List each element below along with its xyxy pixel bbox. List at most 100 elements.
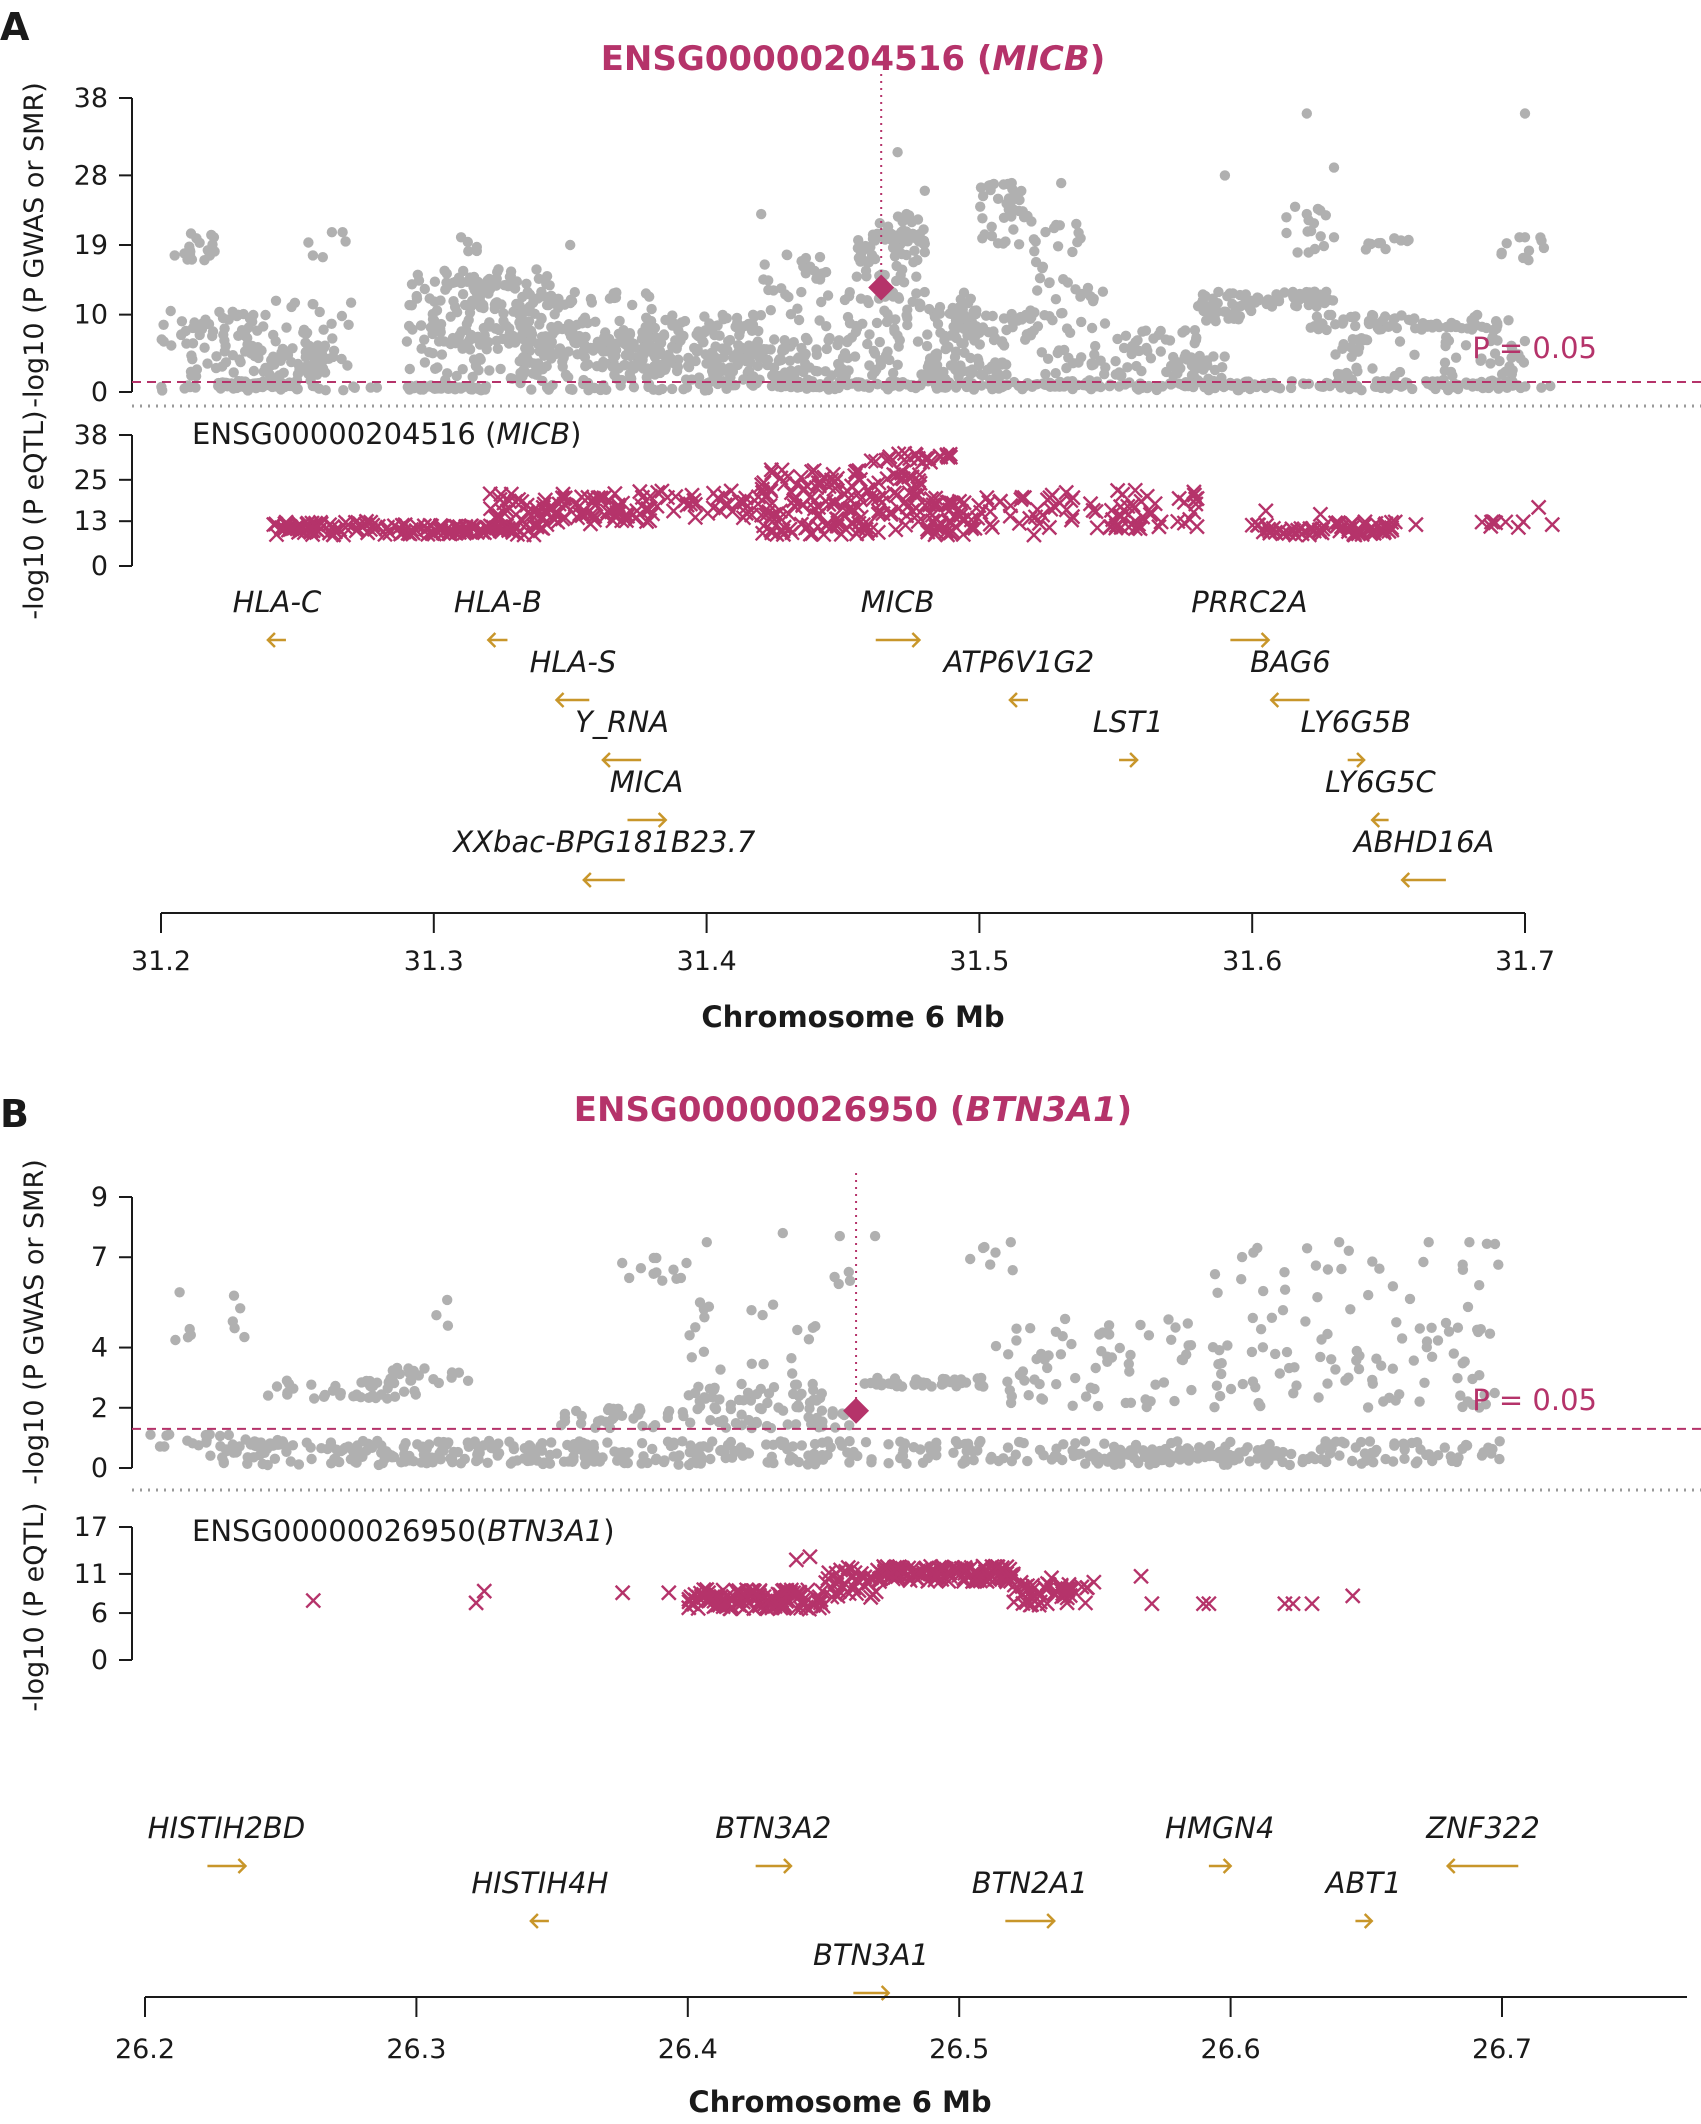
- gwas-point: [761, 1439, 772, 1450]
- gwas-point: [1484, 1328, 1496, 1339]
- gwas-point: [1209, 1269, 1221, 1280]
- gwas-point: [1158, 1377, 1170, 1388]
- gwas-point: [767, 1299, 779, 1310]
- eqtl-point: [924, 512, 941, 529]
- gwas-point: [498, 308, 509, 319]
- gwas-point: [1114, 1342, 1126, 1354]
- gwas-point: [1005, 1397, 1017, 1409]
- gwas-point: [591, 361, 603, 372]
- gwas-point: [869, 348, 881, 359]
- gwas-point: [844, 1457, 855, 1468]
- gwas-point: [635, 1263, 647, 1274]
- gwas-point: [1334, 1237, 1345, 1248]
- gwas-point: [792, 1324, 803, 1336]
- gwas-point: [725, 1436, 737, 1448]
- gwas-point: [388, 1377, 400, 1389]
- strand-arrow: [582, 872, 592, 888]
- gwas-point: [1032, 285, 1043, 296]
- y-tick-label: 0: [91, 551, 108, 582]
- eqtl-point: [1289, 522, 1306, 539]
- gwas-point: [1496, 247, 1507, 258]
- gwas-point: [1025, 330, 1037, 341]
- gwas-point: [1123, 1358, 1135, 1370]
- gwas-point: [156, 381, 167, 393]
- gwas-point: [768, 1382, 780, 1393]
- gwas-point: [617, 1257, 628, 1269]
- gwas-point: [336, 310, 348, 322]
- gwas-point: [1406, 315, 1417, 326]
- smr-diamond: [868, 274, 895, 301]
- gwas-point: [974, 359, 985, 370]
- gwas-point: [204, 250, 215, 261]
- gwas-point: [1390, 1395, 1401, 1406]
- gwas-point: [1209, 313, 1221, 324]
- gene-micb: MICB: [861, 585, 934, 648]
- gwas-point: [1375, 237, 1387, 249]
- gwas-point: [701, 1237, 712, 1248]
- gwas-point: [1087, 296, 1099, 307]
- gwas-point: [1400, 377, 1411, 388]
- gwas-point: [1408, 1355, 1420, 1366]
- gwas-point: [492, 1450, 503, 1461]
- gwas-point: [1099, 369, 1110, 380]
- panel-a-x-label: Chromosome 6 Mb: [701, 1000, 1004, 1034]
- gwas-point: [1322, 1264, 1334, 1275]
- eqtl-point: [1132, 520, 1148, 537]
- gwas-point: [780, 289, 791, 300]
- gwas-point: [887, 380, 899, 391]
- gwas-point: [1246, 1346, 1258, 1358]
- gwas-point: [671, 343, 682, 354]
- x-tick-label: 26.4: [658, 2034, 718, 2065]
- eqtl-point: [1171, 490, 1187, 507]
- gwas-point: [184, 249, 196, 261]
- gwas-point: [958, 308, 969, 319]
- eqtl-point: [1011, 515, 1028, 532]
- eqtl-point: [847, 467, 863, 484]
- gwas-point: [972, 1373, 983, 1384]
- gwas-point: [432, 362, 443, 373]
- gwas-point: [576, 318, 588, 329]
- strand-arrow: [529, 1913, 539, 1929]
- gwas-point: [1073, 1449, 1084, 1460]
- x-tick-label: 31.3: [404, 946, 464, 977]
- gwas-point: [389, 1391, 401, 1402]
- gwas-point: [441, 268, 452, 279]
- eqtl-point: [299, 516, 315, 533]
- eqtl-point: [304, 526, 321, 543]
- gwas-point: [297, 364, 308, 376]
- strand-arrow: [554, 692, 565, 708]
- gwas-point: [240, 1434, 251, 1445]
- gwas-point: [658, 1456, 670, 1468]
- eqtl-point: [873, 494, 890, 511]
- gwas-point: [644, 291, 655, 302]
- gwas-point: [435, 1454, 446, 1465]
- gwas-point: [1409, 349, 1420, 360]
- gwas-point: [736, 1378, 747, 1390]
- gwas-point: [1355, 1436, 1367, 1448]
- eqtl-point: [557, 490, 574, 506]
- gwas-point: [306, 1453, 317, 1465]
- gwas-point: [303, 237, 314, 248]
- gwas-point: [1013, 1436, 1025, 1448]
- gwas-point: [1394, 336, 1406, 347]
- panel-label-a: A: [0, 5, 30, 49]
- gwas-point: [1389, 313, 1401, 324]
- eqtl-point: [1544, 516, 1561, 533]
- strand-arrow: [657, 812, 668, 828]
- gwas-point: [986, 221, 997, 232]
- eqtl-point: [942, 449, 959, 465]
- gwas-point: [623, 1447, 634, 1458]
- gwas-point: [524, 1440, 535, 1451]
- eqtl-point: [1483, 514, 1500, 530]
- gwas-point: [884, 230, 895, 241]
- gwas-point: [470, 360, 482, 372]
- gwas-point: [455, 232, 467, 243]
- gwas-point: [240, 326, 251, 338]
- eqtl-point: [850, 499, 867, 516]
- gwas-point: [161, 1430, 172, 1441]
- panel-b-gwas-y-label: -log10 (P GWAS or SMR): [19, 1159, 50, 1485]
- gwas-point: [934, 301, 946, 313]
- eqtl-point: [744, 1583, 761, 1599]
- gwas-point: [1330, 319, 1341, 330]
- gwas-point: [871, 317, 883, 329]
